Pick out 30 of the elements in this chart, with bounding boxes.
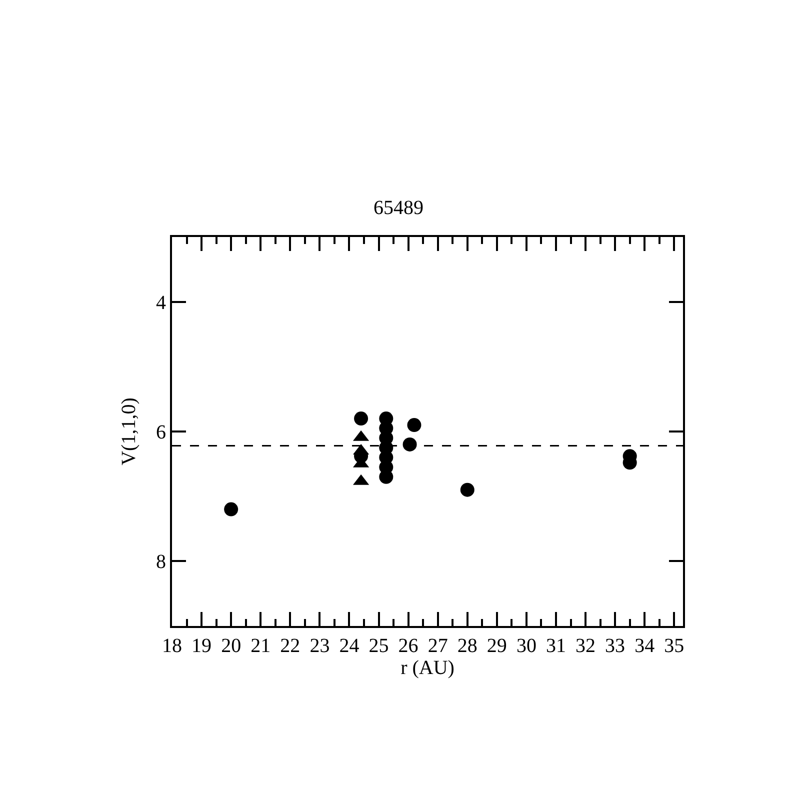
point [379,470,394,484]
point [460,482,474,497]
point [402,437,417,452]
y-tick-label: 8 [156,551,166,574]
x-tick-label: 30 [516,635,536,657]
x-tick-label: 28 [457,635,478,657]
chart-title: 65489 [374,197,424,219]
y-axis-title: V(1,1,0) [118,398,140,466]
x-tick-label: 20 [221,635,242,657]
x-tick-label: 23 [310,635,330,657]
x-tick-label: 24 [339,635,360,657]
x-tick-label: 33 [605,635,626,657]
x-tick-label: 19 [192,635,212,657]
x-tick-label: 27 [428,635,448,657]
point [354,412,368,426]
x-tick-label: 35 [664,635,684,657]
x-tick-label: 21 [250,635,271,657]
y-tick-label: 4 [156,292,166,314]
x-tick-label: 22 [280,635,300,657]
x-axis-title: r (AU) [400,657,454,679]
x-tick-label: 32 [576,635,596,657]
point [407,418,422,432]
x-tick-label: 34 [634,635,655,657]
x-tick-label: 26 [398,635,418,657]
x-tick-label: 25 [368,635,389,657]
x-tick-label: 31 [546,635,566,657]
x-tick-label: 18 [162,635,182,657]
y-tick-label: 6 [156,422,166,444]
x-tick-label: 29 [486,635,507,657]
point [224,502,238,516]
